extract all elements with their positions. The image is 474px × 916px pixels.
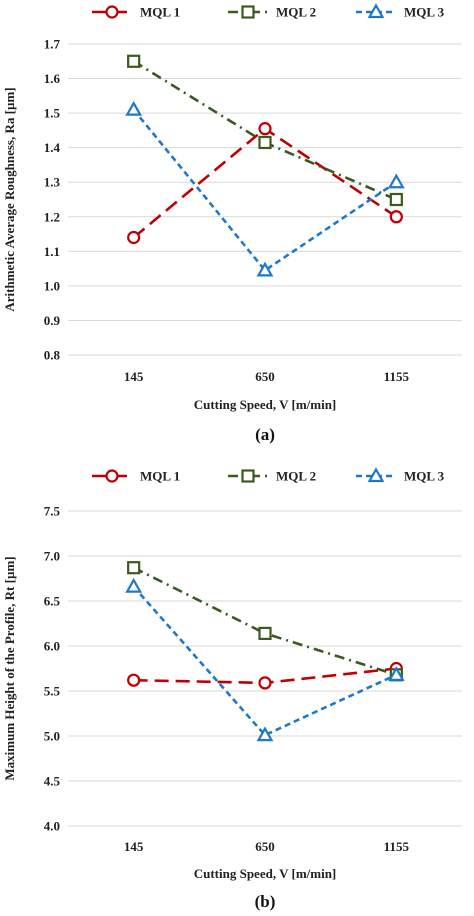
series-line (133, 566, 397, 677)
chart-a: MQL 1 MQL 2 MQL 3 0.8 0.9 1.0 1.1 1.2 1.3 1.4 1.5 1… (2, 3, 462, 444)
y-tick-label: 1.3 (44, 175, 61, 190)
y-tick-label: 6.5 (44, 594, 61, 609)
y-tick-label: 1.2 (44, 209, 60, 224)
series-line (132, 108, 398, 273)
x-tick-label: 650 (255, 369, 275, 384)
data-point (127, 561, 141, 575)
chart-b: MQL 1 MQL 2 MQL 3 4.0 4.5 5.0 5.5 6.0 6.5 7.0 7.5 1… (2, 467, 462, 911)
x-axis-label: Cutting Speed, V [m/min] (194, 866, 337, 881)
y-axis-label: Arithmetic Average Roughness, Ra [µm] (2, 87, 17, 311)
y-tick-label: 1.0 (44, 278, 60, 293)
legend-label: MQL 2 (276, 5, 316, 20)
legend-label: MQL 3 (404, 469, 445, 484)
legend-marker (241, 469, 255, 483)
legend-label: MQL 2 (276, 469, 316, 484)
data-point (258, 135, 272, 150)
legend-marker (367, 467, 385, 483)
data-point (258, 626, 272, 641)
x-tick-label: 1155 (384, 839, 410, 854)
series-mql-3 (125, 577, 405, 742)
data-point (387, 173, 405, 189)
y-tick-label: 4.5 (44, 774, 61, 789)
y-tick-label: 0.9 (44, 313, 61, 328)
x-axis-label: Cutting Speed, V [m/min] (194, 397, 337, 412)
y-tick-label: 1.6 (44, 71, 61, 86)
x-tick-label: 145 (124, 839, 144, 854)
legend-label: MQL 3 (404, 5, 445, 20)
y-tick-label: 1.1 (44, 244, 60, 259)
y-tick-label: 5.5 (44, 684, 61, 699)
panel-caption: (b) (255, 892, 276, 911)
data-point (125, 577, 143, 593)
data-point (389, 210, 403, 224)
legend-label: MQL 1 (140, 469, 180, 484)
data-point (127, 230, 141, 245)
series-mql-1 (127, 122, 403, 245)
series-mql-2 (127, 54, 403, 207)
data-point (127, 673, 141, 687)
legend: MQL 1 MQL 2 MQL 3 (92, 3, 445, 20)
y-tick-label: 0.8 (44, 348, 61, 363)
legend-marker (241, 5, 255, 19)
y-tick-label: 1.7 (44, 37, 61, 52)
x-tick-label: 1155 (384, 369, 410, 384)
y-tick-label: 1.5 (44, 106, 61, 121)
y-axis-label: Maximum Height of the Profile, Rt [µm] (2, 556, 17, 780)
data-point (256, 261, 274, 277)
data-point (125, 100, 143, 116)
panel-caption: (a) (255, 425, 275, 444)
y-tick-label: 7.5 (44, 504, 61, 519)
series-mql-1 (127, 661, 403, 690)
legend-marker (367, 3, 385, 19)
x-tick-label: 145 (124, 369, 144, 384)
legend: MQL 1 MQL 2 MQL 3 (92, 467, 445, 484)
series-line (132, 585, 397, 737)
y-tick-label: 5.0 (44, 729, 60, 744)
gridlines (68, 510, 462, 827)
legend-marker (105, 469, 119, 483)
legend-label: MQL 1 (140, 5, 180, 20)
legend-marker (105, 5, 119, 19)
x-tick-label: 650 (255, 839, 275, 854)
data-point (256, 726, 274, 742)
data-point (389, 192, 403, 207)
data-point (258, 676, 272, 690)
series-mql-2 (127, 561, 403, 682)
series-mql-3 (125, 100, 405, 277)
data-point (127, 54, 141, 68)
y-tick-label: 4.0 (44, 819, 60, 834)
y-tick-label: 1.4 (44, 140, 61, 155)
y-tick-label: 6.0 (44, 639, 60, 654)
y-tick-label: 7.0 (44, 549, 60, 564)
data-point (258, 122, 272, 136)
data-point (387, 666, 405, 681)
